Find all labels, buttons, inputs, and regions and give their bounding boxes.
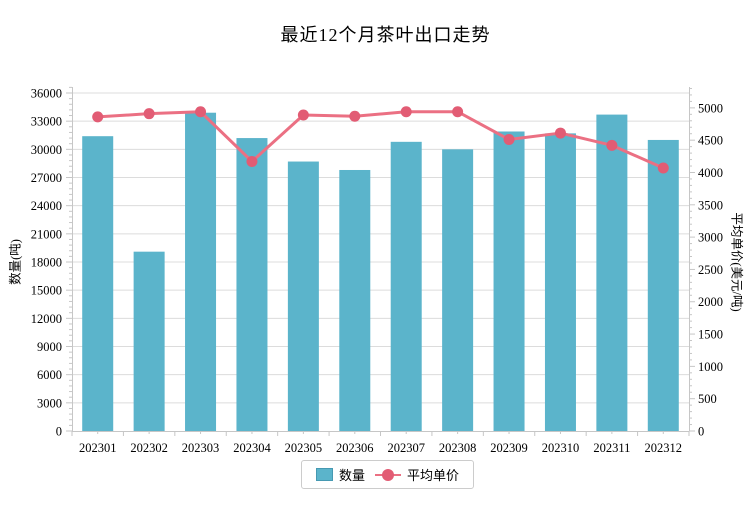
bar[interactable]: [647, 139, 679, 431]
line-point[interactable]: [503, 134, 515, 146]
x-tick-label: 202311: [593, 441, 630, 455]
y-tick-label-left: 12000: [31, 312, 62, 326]
y-tick-label-right: 4000: [698, 166, 723, 180]
line-point[interactable]: [400, 106, 412, 118]
x-tick-label: 202309: [490, 441, 528, 455]
legend: 数量 平均单价: [301, 460, 475, 489]
y-tick-label-left: 30000: [31, 143, 62, 157]
line-point[interactable]: [246, 156, 258, 168]
x-tick-label: 202303: [182, 441, 220, 455]
y-tick-label-right: 0: [698, 425, 704, 439]
legend-label-avg-price: 平均单价: [407, 468, 460, 483]
y-tick-label-right: 2000: [698, 295, 723, 309]
chart-title: 最近12个月茶叶出口走势: [280, 25, 491, 45]
line-point[interactable]: [452, 106, 464, 118]
y-tick-label-left: 3000: [37, 396, 62, 410]
x-tick-label: 202304: [233, 441, 271, 455]
x-tick-label: 202310: [542, 441, 580, 455]
bar[interactable]: [493, 131, 525, 431]
bar[interactable]: [133, 251, 165, 431]
y-tick-label-right: 1500: [698, 328, 723, 342]
x-tick-label: 202312: [645, 441, 683, 455]
y-tick-label-left: 18000: [31, 256, 62, 270]
line-point[interactable]: [143, 108, 155, 120]
y-tick-label-left: 36000: [31, 87, 62, 101]
x-tick-label: 202302: [130, 441, 168, 455]
legend-label-quantity: 数量: [339, 468, 366, 483]
x-tick-label: 202307: [387, 441, 425, 455]
y-tick-label-right: 3500: [698, 198, 723, 212]
y-tick-label-left: 21000: [31, 227, 62, 241]
bar[interactable]: [596, 114, 628, 431]
y-tick-label-right: 1000: [698, 360, 723, 374]
bar[interactable]: [442, 149, 474, 432]
line-point[interactable]: [606, 139, 618, 151]
bar[interactable]: [185, 112, 217, 431]
bar[interactable]: [287, 161, 319, 432]
x-tick-label: 202305: [285, 441, 323, 455]
y-tick-label-left: 15000: [31, 284, 62, 298]
x-tick-label: 202301: [79, 441, 117, 455]
line-point[interactable]: [349, 110, 361, 122]
y-tick-label-right: 2500: [698, 263, 723, 277]
x-tick-label: 202306: [336, 441, 374, 455]
line-point[interactable]: [554, 127, 566, 139]
legend-item-quantity[interactable]: 数量: [316, 465, 365, 484]
x-tick-label: 202308: [439, 441, 477, 455]
bar[interactable]: [390, 141, 422, 432]
bar[interactable]: [236, 138, 268, 432]
bar[interactable]: [82, 136, 114, 431]
line-swatch-dot-icon: [382, 468, 395, 481]
y-tick-label-left: 0: [56, 425, 62, 439]
line-series-swatch: [375, 468, 402, 481]
line-point[interactable]: [657, 162, 669, 174]
y-tick-label-left: 9000: [37, 340, 62, 354]
y-tick-label-right: 5000: [698, 101, 723, 115]
y-tick-label-left: 33000: [31, 115, 62, 129]
bar[interactable]: [544, 133, 576, 431]
bar-series-swatch: [316, 468, 333, 481]
bar[interactable]: [339, 169, 371, 431]
y-tick-label-right: 4500: [698, 134, 723, 148]
line-point[interactable]: [92, 111, 104, 123]
y-tick-label-right: 500: [698, 392, 717, 406]
legend-item-avg-price[interactable]: 平均单价: [375, 465, 459, 484]
line-series: [97, 110, 664, 170]
line-point[interactable]: [195, 106, 207, 118]
y-tick-label-right: 3000: [698, 231, 723, 245]
y-tick-label-left: 27000: [31, 171, 62, 185]
line-point[interactable]: [297, 109, 309, 121]
y-tick-label-left: 6000: [37, 368, 62, 382]
y-tick-label-left: 24000: [31, 199, 62, 213]
